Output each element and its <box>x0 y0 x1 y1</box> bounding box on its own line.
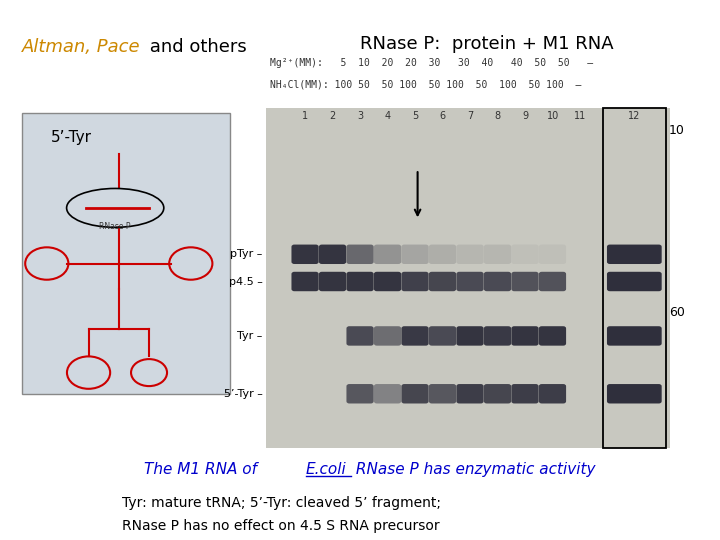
Text: p4.5 –: p4.5 – <box>229 276 263 287</box>
Text: Tyr: mature tRNA; 5’-Tyr: cleaved 5’ fragment;: Tyr: mature tRNA; 5’-Tyr: cleaved 5’ fra… <box>122 496 441 510</box>
FancyBboxPatch shape <box>292 245 319 264</box>
FancyBboxPatch shape <box>511 384 539 403</box>
FancyBboxPatch shape <box>22 113 230 394</box>
FancyBboxPatch shape <box>484 326 511 346</box>
FancyBboxPatch shape <box>292 272 319 291</box>
Text: 9: 9 <box>522 111 528 121</box>
FancyBboxPatch shape <box>429 384 456 403</box>
Text: E.coli: E.coli <box>306 462 347 477</box>
FancyBboxPatch shape <box>484 384 511 403</box>
FancyBboxPatch shape <box>429 326 456 346</box>
Text: 12: 12 <box>628 111 641 121</box>
FancyBboxPatch shape <box>484 245 511 264</box>
Text: 7: 7 <box>467 111 474 121</box>
Text: 10: 10 <box>669 124 685 137</box>
Text: NH₄Cl(MM): 100 50  50 100  50 100  50  100  50 100  –: NH₄Cl(MM): 100 50 50 100 50 100 50 100 5… <box>270 79 581 89</box>
FancyBboxPatch shape <box>402 272 428 291</box>
FancyBboxPatch shape <box>456 245 484 264</box>
FancyBboxPatch shape <box>346 245 374 264</box>
Text: 4: 4 <box>384 111 391 121</box>
Text: pTyr –: pTyr – <box>230 249 263 259</box>
Text: and others: and others <box>144 38 247 56</box>
Text: RNase P:  protein + M1 RNA: RNase P: protein + M1 RNA <box>360 35 613 53</box>
Text: 5’-Tyr: 5’-Tyr <box>50 130 91 145</box>
FancyBboxPatch shape <box>266 108 670 448</box>
FancyBboxPatch shape <box>539 384 566 403</box>
FancyBboxPatch shape <box>607 272 662 291</box>
FancyBboxPatch shape <box>511 326 539 346</box>
FancyBboxPatch shape <box>346 384 374 403</box>
FancyBboxPatch shape <box>539 245 566 264</box>
Text: 11: 11 <box>574 111 586 121</box>
Text: RNase P: RNase P <box>99 222 131 232</box>
Text: 5: 5 <box>412 111 418 121</box>
Text: Mg²⁺(MM):   5  10  20  20  30   30  40   40  50  50   –: Mg²⁺(MM): 5 10 20 20 30 30 40 40 50 50 – <box>270 57 593 68</box>
FancyBboxPatch shape <box>429 245 456 264</box>
FancyBboxPatch shape <box>456 272 484 291</box>
FancyBboxPatch shape <box>374 245 401 264</box>
FancyBboxPatch shape <box>429 272 456 291</box>
FancyBboxPatch shape <box>511 245 539 264</box>
FancyBboxPatch shape <box>402 326 428 346</box>
FancyBboxPatch shape <box>374 272 401 291</box>
FancyBboxPatch shape <box>456 326 484 346</box>
Text: 3: 3 <box>357 111 364 121</box>
FancyBboxPatch shape <box>484 272 511 291</box>
FancyBboxPatch shape <box>607 245 662 264</box>
FancyBboxPatch shape <box>456 384 484 403</box>
Text: The M1 RNA of: The M1 RNA of <box>144 462 262 477</box>
Text: 60: 60 <box>669 306 685 319</box>
FancyBboxPatch shape <box>346 272 374 291</box>
Text: RNase P has no effect on 4.5 S RNA precursor: RNase P has no effect on 4.5 S RNA precu… <box>122 519 440 534</box>
Text: 5’-Tyr –: 5’-Tyr – <box>224 389 263 399</box>
FancyBboxPatch shape <box>346 326 374 346</box>
FancyBboxPatch shape <box>402 384 428 403</box>
FancyBboxPatch shape <box>603 108 666 448</box>
Text: 6: 6 <box>440 111 446 121</box>
Text: Tyr –: Tyr – <box>238 331 263 341</box>
FancyBboxPatch shape <box>402 245 428 264</box>
FancyBboxPatch shape <box>319 245 346 264</box>
Text: 8: 8 <box>495 111 501 121</box>
Text: RNase P has enzymatic activity: RNase P has enzymatic activity <box>351 462 595 477</box>
FancyBboxPatch shape <box>374 326 401 346</box>
FancyBboxPatch shape <box>319 272 346 291</box>
Text: 1: 1 <box>302 111 308 121</box>
Text: 2: 2 <box>330 111 336 121</box>
FancyBboxPatch shape <box>607 326 662 346</box>
FancyBboxPatch shape <box>539 272 566 291</box>
Text: 10: 10 <box>546 111 559 121</box>
FancyBboxPatch shape <box>374 384 401 403</box>
FancyBboxPatch shape <box>539 326 566 346</box>
FancyBboxPatch shape <box>607 384 662 403</box>
Text: Altman, Pace: Altman, Pace <box>22 38 140 56</box>
FancyBboxPatch shape <box>511 272 539 291</box>
